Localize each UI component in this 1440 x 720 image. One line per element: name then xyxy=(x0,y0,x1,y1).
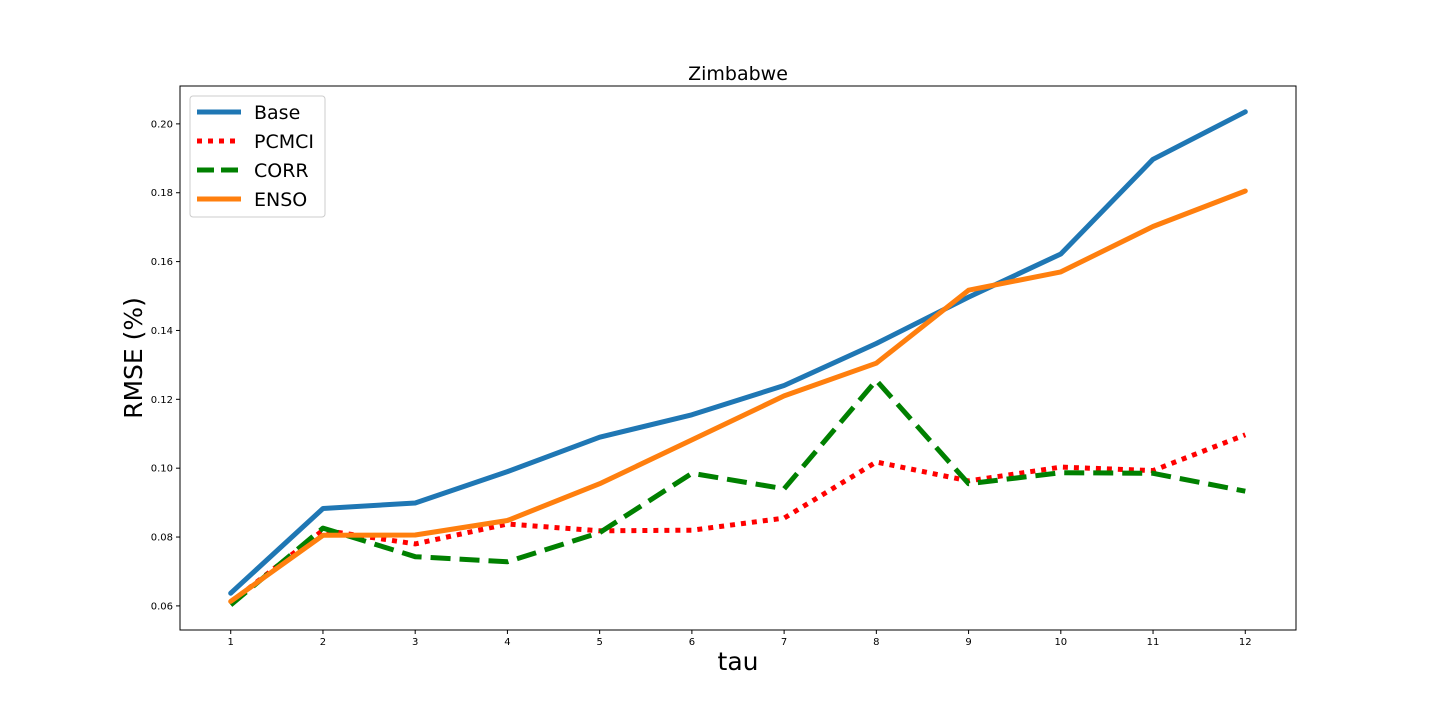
x-tick-label: 6 xyxy=(689,637,695,648)
y-tick-label: 0.18 xyxy=(151,188,173,199)
x-tick-label: 4 xyxy=(504,637,510,648)
legend-box xyxy=(189,95,326,218)
legend-label-enso: ENSO xyxy=(254,189,307,211)
legend-label-base: Base xyxy=(254,102,300,124)
series-lines xyxy=(228,109,1248,607)
y-tick-label: 0.16 xyxy=(151,257,173,268)
plot-frame xyxy=(179,85,1297,631)
x-tick-label: 7 xyxy=(781,637,787,648)
x-tick-label: 12 xyxy=(1239,637,1252,648)
y-tick-label: 0.08 xyxy=(151,533,173,544)
y-axis-label: RMSE (%) xyxy=(119,297,148,419)
series-line-corr xyxy=(229,377,1246,607)
y-axis-ticks: 0.06 0.08 0.10 0.12 0.14 0.16 0.18 0.20 xyxy=(151,119,180,612)
x-axis-label: tau xyxy=(718,647,759,676)
series-line-pcmci xyxy=(229,432,1247,605)
y-tick-label: 0.06 xyxy=(151,601,173,612)
series-line-base xyxy=(228,109,1248,596)
y-tick-label: 0.12 xyxy=(151,395,173,406)
x-tick-label: 2 xyxy=(320,637,326,648)
x-tick-label: 8 xyxy=(873,637,879,648)
chart-title: Zimbabwe xyxy=(688,63,788,85)
legend-label-pcmci: PCMCI xyxy=(254,131,314,153)
y-tick-label: 0.10 xyxy=(151,464,173,475)
x-tick-label: 1 xyxy=(228,637,234,648)
x-tick-label: 10 xyxy=(1054,637,1067,648)
x-tick-label: 9 xyxy=(965,637,971,648)
x-axis-ticks: 1 2 3 4 5 6 7 8 9 10 11 12 xyxy=(228,630,1252,648)
y-tick-label: 0.20 xyxy=(151,119,173,130)
x-tick-label: 3 xyxy=(412,637,418,648)
legend-label-corr: CORR xyxy=(254,160,309,182)
x-tick-label: 11 xyxy=(1147,637,1160,648)
legend: Base PCMCI CORR ENSO xyxy=(189,95,326,218)
series-line-enso xyxy=(228,188,1248,604)
y-tick-label: 0.14 xyxy=(151,326,173,337)
x-tick-label: 5 xyxy=(596,637,602,648)
